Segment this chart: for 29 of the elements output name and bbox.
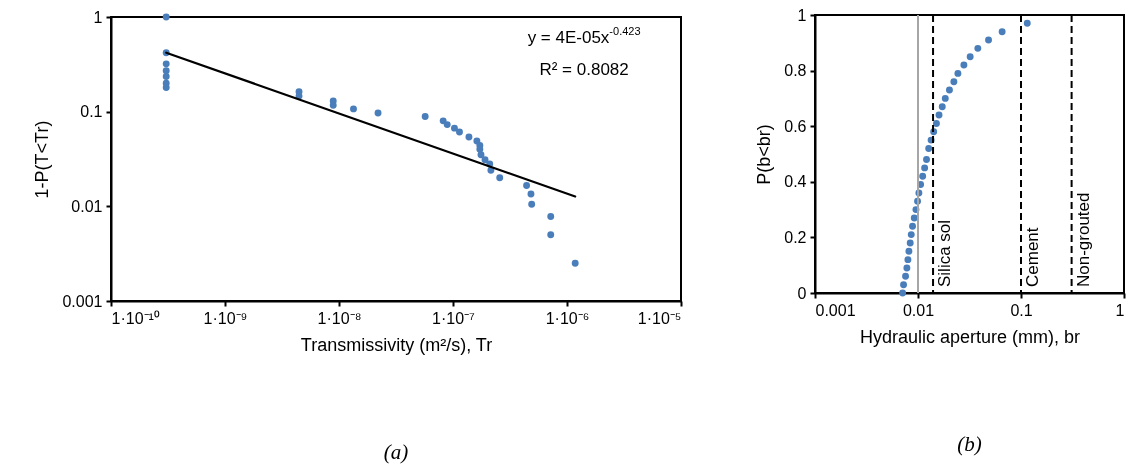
ref-line-label: Non-grouted (1073, 192, 1093, 287)
x-tick-label: 0.01 (902, 301, 935, 319)
y-tick-label: 1 (797, 6, 807, 24)
y-tick-label: 0.8 (784, 62, 807, 80)
x-tick-label: 1 (1115, 301, 1125, 319)
annotation: R² = 0.8082 (539, 60, 629, 79)
x-tick-label: 1·10⁻⁷ (432, 309, 476, 327)
x-tick-label: 1·10⁻⁵ (637, 309, 682, 327)
y-tick-label: 0.6 (784, 117, 807, 135)
x-axis-title: Hydraulic aperture (mm), br (859, 326, 1081, 347)
y-tick-label: 0.1 (80, 103, 103, 121)
x-tick-label: 1·10⁻⁹ (203, 309, 248, 327)
y-tick-label: 0.4 (784, 173, 807, 191)
ref-line-label: Cement (1023, 227, 1042, 287)
text: (a) (383, 440, 409, 464)
x-axis-title: Transmissivity (m²/s), Tr (300, 334, 493, 355)
y-tick-label: 0.01 (71, 197, 103, 215)
y-tick-label: 0.2 (784, 228, 807, 246)
x-tick-label: 1·10⁻⁶ (545, 309, 590, 327)
y-tick-label: 1 (93, 8, 103, 26)
y-tick-label: 0 (797, 284, 807, 302)
x-tick-label: 0.1 (1010, 301, 1033, 319)
text: (b) (957, 432, 982, 456)
y-axis-title: P(b<br) (754, 124, 775, 185)
x-tick-label: 1·10⁻¹⁰ (111, 309, 160, 327)
x-tick-label: 1·10⁻⁸ (317, 309, 362, 327)
ref-line-label: Silica sol (935, 219, 955, 287)
y-axis-title: 1-P(T<Tr) (32, 120, 53, 199)
x-tick-label: 0.001 (815, 301, 856, 319)
